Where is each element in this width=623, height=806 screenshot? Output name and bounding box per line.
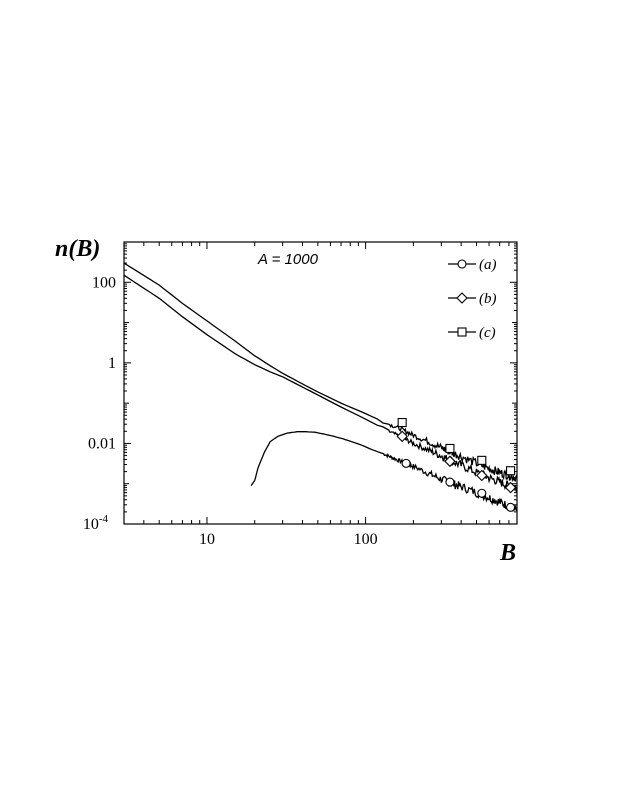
x-tick-label: 100 — [354, 531, 378, 548]
series-marker-c — [506, 466, 516, 476]
annotation-a-value: A = 1000 — [257, 251, 319, 268]
x-tick-label: 10 — [199, 531, 215, 548]
series-marker-a — [445, 477, 455, 487]
y-axis-title: n(B) — [55, 236, 100, 262]
legend-label: (a) — [479, 257, 497, 273]
series-marker-b — [444, 455, 456, 468]
series-marker-a — [477, 488, 487, 498]
x-axis-ticks: 10 100 — [123, 242, 518, 548]
y-tick-label: 10-4 — [83, 513, 109, 533]
legend-marker — [457, 259, 467, 269]
series-marker-c — [445, 443, 455, 454]
series-marker-a — [506, 502, 516, 512]
series-marker-c — [397, 417, 407, 428]
y-tick-label: 100 — [92, 274, 116, 291]
series-line-c — [124, 262, 517, 483]
series-layer — [124, 262, 517, 512]
y-axis-ticks: 100 1 0.01 10-4 — [83, 243, 517, 533]
plot-frame — [123, 241, 518, 525]
series-marker-b — [396, 430, 408, 443]
legend-entry-c: (c) — [448, 325, 496, 341]
legend: (a) (b) (c) — [448, 257, 497, 341]
y-tick-label: 0.01 — [88, 435, 116, 452]
series-marker-c — [477, 455, 487, 465]
series-marker-b — [504, 481, 517, 494]
legend-marker — [457, 327, 467, 337]
legend-marker — [456, 292, 468, 304]
series-line-b — [124, 274, 517, 493]
marker-layer — [396, 417, 517, 512]
series-line-a — [250, 431, 517, 512]
series-marker-b — [476, 469, 488, 482]
y-tick-label: 1 — [108, 355, 116, 372]
plot-border — [123, 241, 518, 525]
legend-label: (b) — [479, 291, 497, 307]
x-axis-title: B — [499, 540, 516, 566]
legend-entry-b: (b) — [448, 291, 497, 307]
series-marker-a — [401, 458, 411, 468]
legend-label: (c) — [479, 325, 496, 341]
legend-entry-a: (a) — [448, 257, 497, 273]
